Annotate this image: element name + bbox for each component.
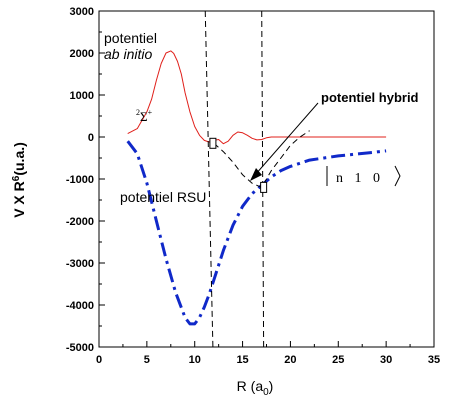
annotation-ab-initio-line2: ab initio xyxy=(104,46,152,62)
annotation-rsu: potentiel RSU xyxy=(120,189,206,205)
y-tick-label: -2000 xyxy=(66,216,94,228)
annotation-hybrid: potentiel hybrid xyxy=(321,90,419,105)
svg-text:n 1 0: n 1 0 xyxy=(336,171,384,186)
y-tick-label: -1000 xyxy=(66,174,94,186)
annotation-sigma: 2Σ+ xyxy=(136,108,153,124)
x-axis-title: R (a0) xyxy=(237,378,274,398)
matching-marker-0 xyxy=(209,137,217,149)
x-tick-label: 20 xyxy=(284,354,296,366)
vertical-dashed-line-1 xyxy=(261,10,265,348)
extras-group xyxy=(204,10,319,348)
y-tick-label: -4000 xyxy=(66,300,94,312)
hybrid-arrow-head xyxy=(250,168,262,181)
x-tick-label: 35 xyxy=(428,354,440,366)
tick-labels: 0 5 10 15 20 25 30 35 3000 2000 1000 0 -1000 -2000 -30… xyxy=(66,6,440,366)
vertical-dashed-line-0 xyxy=(204,10,214,348)
y-tick-label: -5000 xyxy=(66,342,94,354)
y-axis-title: V X R6(u.a.) xyxy=(11,142,27,218)
x-tick-label: 10 xyxy=(189,354,201,366)
x-tick-label: 0 xyxy=(96,354,102,366)
annotation-ket: n 1 0 xyxy=(326,165,401,187)
y-tick-label: -3000 xyxy=(66,258,94,270)
x-tick-label: 30 xyxy=(380,354,392,366)
y-tick-label: 3000 xyxy=(70,6,94,18)
y-tick-label: 2000 xyxy=(70,48,94,60)
axis-ticks xyxy=(98,10,435,348)
annotation-ab-initio-line1: potentiel xyxy=(104,30,157,46)
y-tick-label: 0 xyxy=(88,132,94,144)
y-tick-label: 1000 xyxy=(70,90,94,102)
series-line-1 xyxy=(126,140,387,326)
x-tick-label: 5 xyxy=(144,354,150,366)
matching-marker-1 xyxy=(260,181,268,193)
hybrid-arrow-line xyxy=(254,102,319,176)
x-tick-label: 15 xyxy=(236,354,248,366)
x-tick-label: 25 xyxy=(332,354,344,366)
